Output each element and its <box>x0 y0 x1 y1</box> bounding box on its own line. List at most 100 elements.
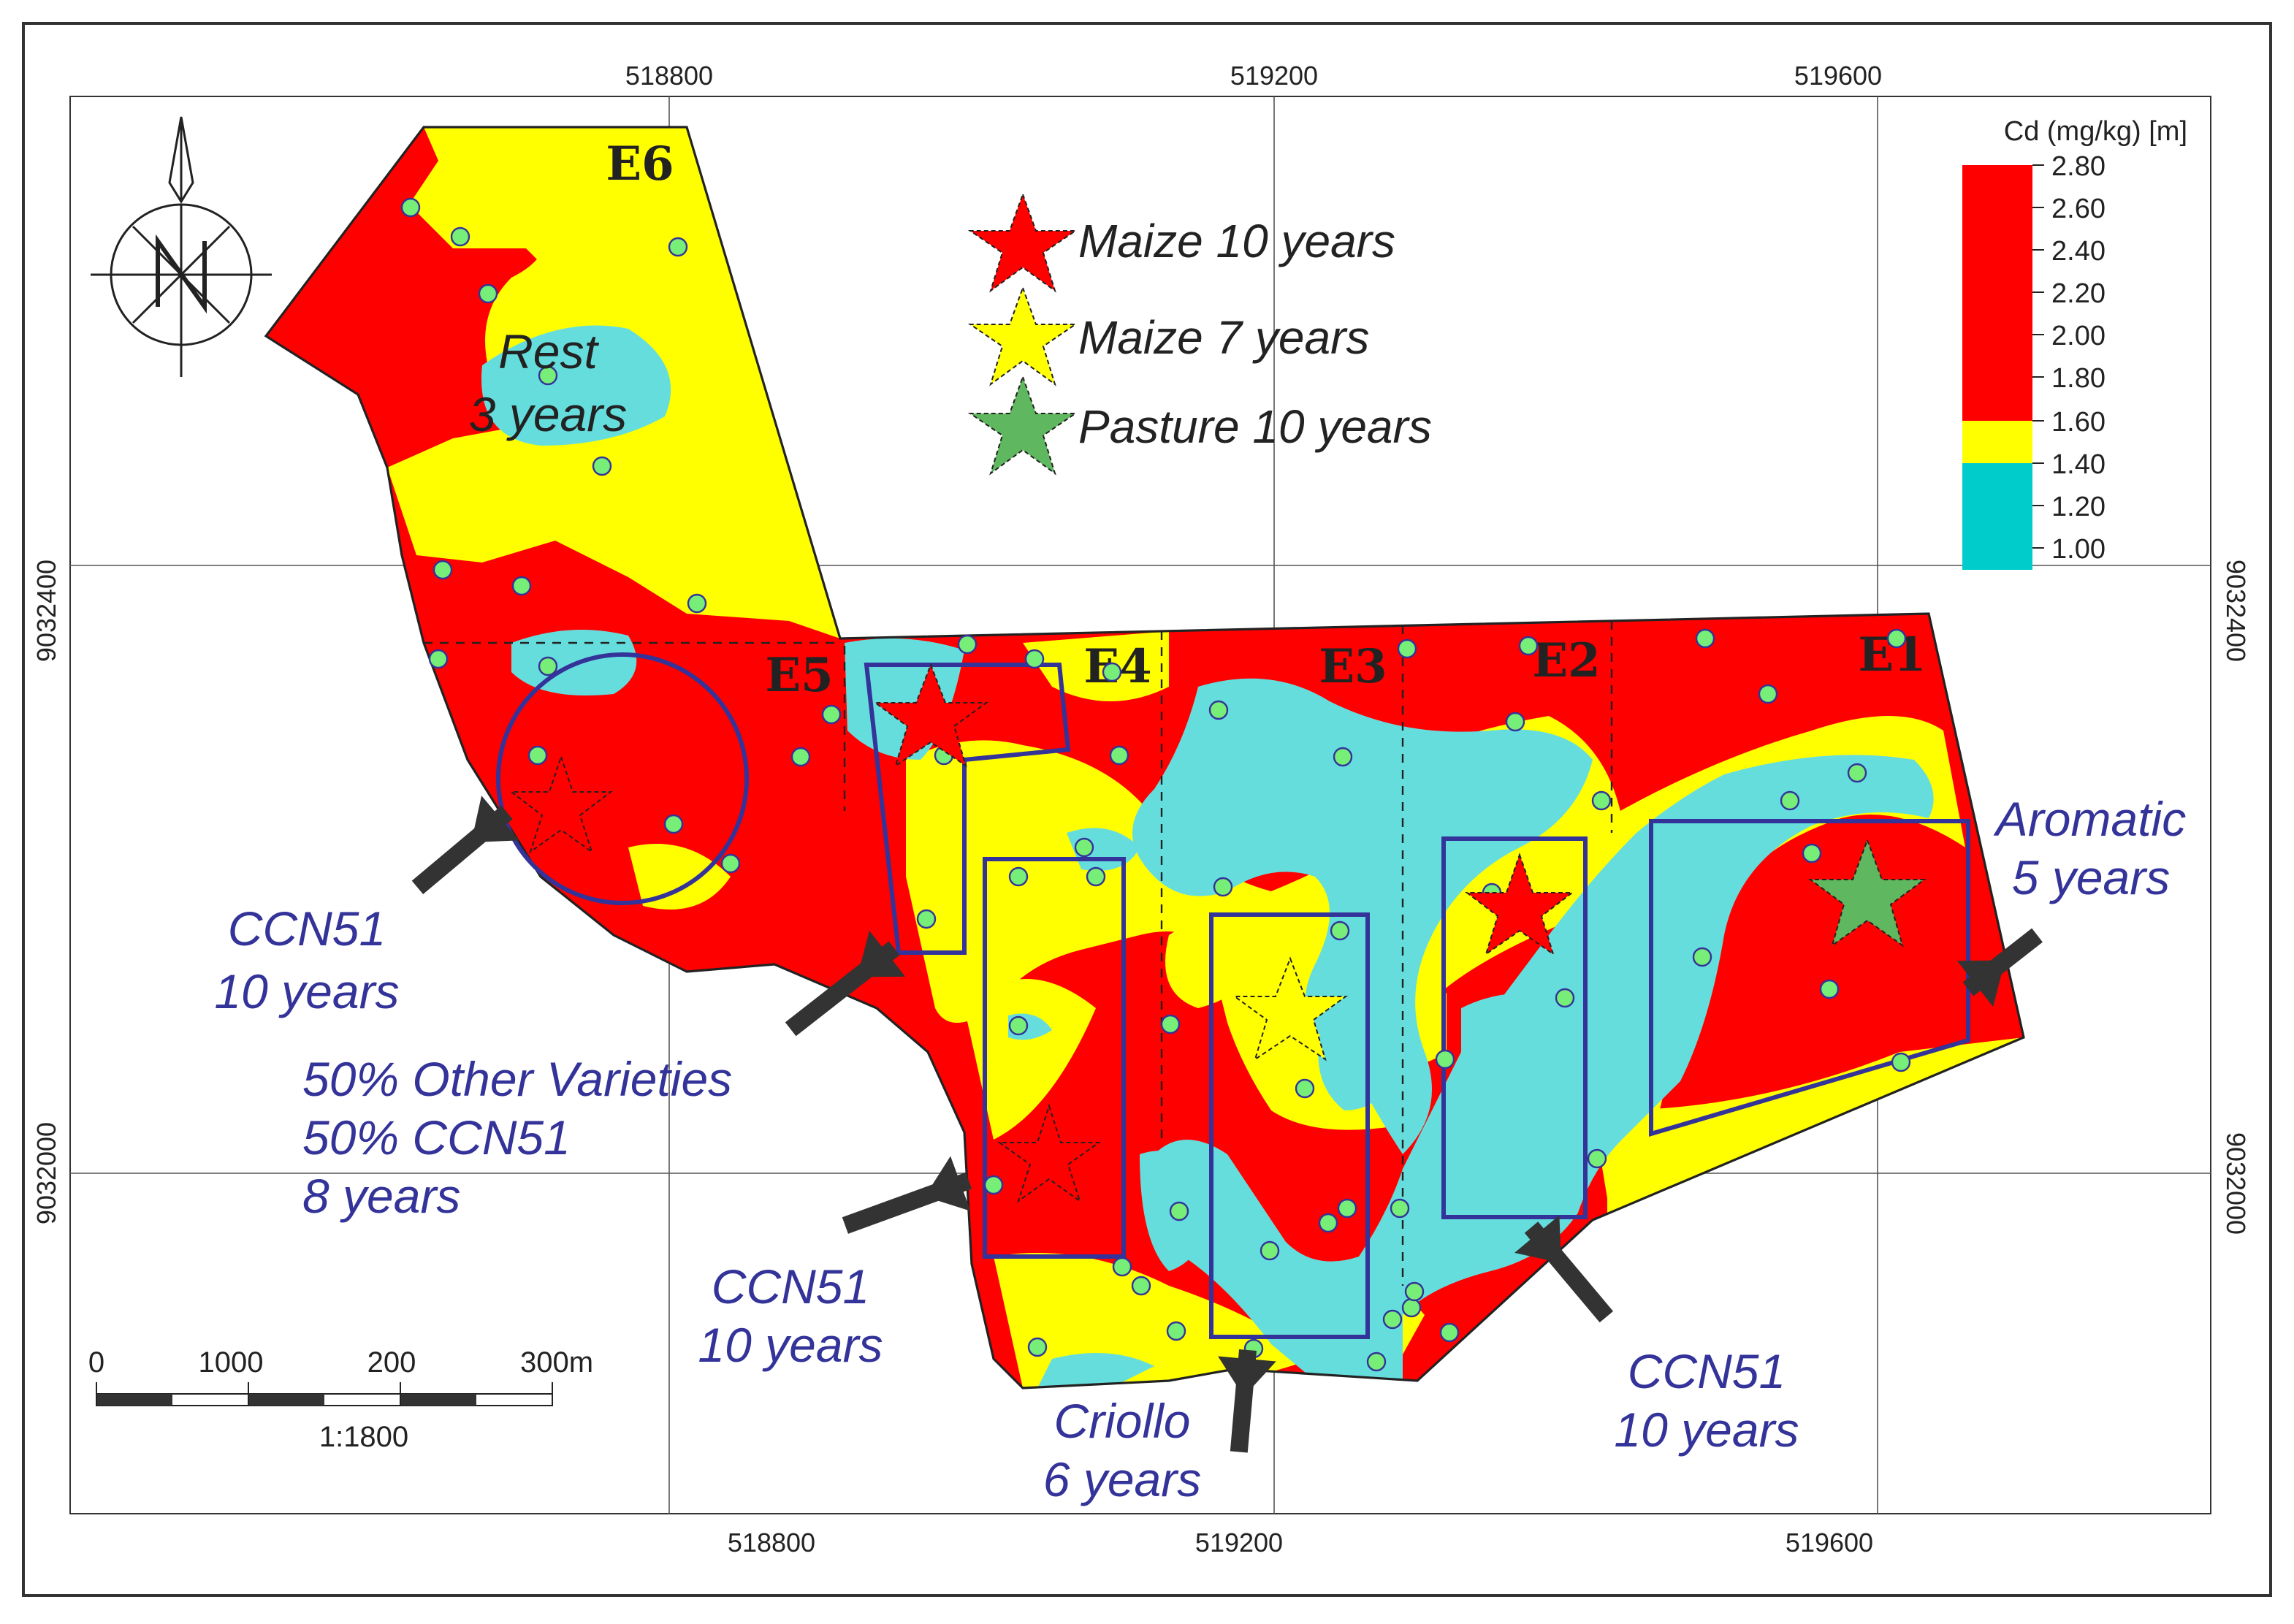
annotation-mix-line2: 50% CCN51 <box>302 1110 571 1164</box>
legend-star-pasture-10 <box>967 375 1078 476</box>
grid-label-x-bottom-3: 519600 <box>1786 1528 1873 1558</box>
sample-point <box>1886 628 1907 649</box>
sample-point <box>790 747 811 767</box>
sample-point <box>1131 1276 1151 1296</box>
legend-label-maize-10: Maize 10 years <box>1078 215 1395 267</box>
arrow-icon <box>411 796 519 895</box>
annotation-aromatic-line1: Aromatic <box>1993 792 2186 846</box>
annotation-ccn51-e2-line1: CCN51 <box>1628 1344 1786 1398</box>
annotation-arrows <box>411 796 2043 1453</box>
color-legend-tick: 1.40 <box>2051 449 2106 480</box>
annotation-ccn51-e2-line2: 10 years <box>1614 1403 1799 1457</box>
sample-point <box>687 593 707 614</box>
annotation-mix-line3: 8 years <box>302 1169 460 1223</box>
sample-point <box>1847 763 1867 783</box>
color-legend-tick: 2.60 <box>2051 194 2106 224</box>
grid-label-y-left-2: 9032000 <box>31 1122 61 1224</box>
plot-outlines <box>496 652 1970 1339</box>
outer-frame <box>22 22 2272 1597</box>
annotation-ccn51-e5-line1: CCN51 <box>228 901 386 956</box>
sample-point <box>1166 1321 1186 1341</box>
sample-point <box>478 283 498 304</box>
sample-point <box>821 704 842 725</box>
sample-point <box>1435 1049 1455 1070</box>
sample-point <box>916 909 937 929</box>
maize-10-star-e4-plot <box>997 1103 1102 1203</box>
sample-point <box>1318 1213 1338 1233</box>
sample-point <box>1213 877 1233 897</box>
sample-point <box>1382 1309 1403 1330</box>
sample-point <box>1591 790 1612 811</box>
sample-point <box>1027 1337 1048 1357</box>
north-arrow-icon <box>91 116 272 377</box>
color-legend-mid <box>1962 421 2032 463</box>
color-legend-tick: 1.60 <box>2051 407 2106 438</box>
sample-point <box>1260 1240 1280 1261</box>
sample-point <box>1024 649 1045 669</box>
zone-separators <box>424 621 1613 1286</box>
scale-ratio: 1:1800 <box>319 1421 408 1453</box>
annotation-criollo-line2: 6 years <box>1043 1452 1201 1506</box>
legend-star-maize-7 <box>967 286 1078 386</box>
arrow-icon <box>1514 1215 1614 1323</box>
sample-point <box>1695 628 1715 649</box>
sample-point <box>1295 1078 1315 1099</box>
legend-label-pasture-10: Pasture 10 years <box>1078 400 1432 453</box>
grid-label-y-right-1: 9032400 <box>2221 560 2251 662</box>
arrow-icon <box>785 930 906 1037</box>
color-legend-tick: 2.80 <box>2051 151 2106 182</box>
annotation-mix-line1: 50% Other Varieties <box>302 1052 732 1106</box>
annotation-ccn51-e4-line1: CCN51 <box>712 1259 869 1314</box>
zone-label-e6: E6 <box>606 137 674 191</box>
plot-annotations: CCN51 10 years 50% Other Varieties 50% C… <box>214 792 2186 1506</box>
grid-label-x-top-2: 519200 <box>1230 61 1318 91</box>
map-stars <box>509 663 1927 1203</box>
sample-point <box>527 745 548 766</box>
scale-label-200: 200 <box>367 1346 416 1379</box>
sample-point <box>1102 662 1122 682</box>
sample-point <box>1366 1352 1387 1372</box>
annotation-ccn51-e5-line2: 10 years <box>214 964 399 1018</box>
plot-e5-circle <box>496 652 749 905</box>
grid-label-x-bottom-2: 519200 <box>1195 1528 1283 1558</box>
plot-e3-criollo <box>1209 912 1370 1339</box>
annotation-ccn51-e4-line2: 10 years <box>698 1318 883 1372</box>
sample-point <box>1169 1201 1189 1221</box>
sample-point <box>592 456 612 476</box>
sample-point <box>538 656 558 676</box>
sample-point <box>720 853 741 874</box>
grid-label-x-top-3: 519600 <box>1794 61 1882 91</box>
sample-point <box>957 634 978 655</box>
plot-e4-ccn51 <box>983 857 1126 1259</box>
sample-point <box>432 560 453 580</box>
sample-point <box>668 237 688 257</box>
sample-point <box>663 814 684 834</box>
color-legend-tick: 1.00 <box>2051 534 2106 565</box>
maize-10-star-e5 <box>509 754 613 854</box>
color-legend-title: Cd (mg/kg) [m] <box>2004 116 2187 147</box>
sample-point <box>1819 979 1840 999</box>
color-legend-tick: 2.20 <box>2051 278 2106 309</box>
annotation-rest-line1: Rest <box>498 324 599 378</box>
scale-label-0: 0 <box>88 1346 104 1379</box>
scale-label-1000: 1000 <box>199 1346 264 1379</box>
color-legend: Cd (mg/kg) [m] 2.80 2.60 2.40 2.20 2.00 … <box>1962 116 2187 570</box>
annotation-rest-line2: 3 years <box>469 387 627 441</box>
plot-e1-aromatic <box>1649 819 1970 1137</box>
sample-point <box>1505 712 1525 732</box>
sample-point <box>538 365 558 386</box>
maize-10-star-e4 <box>872 663 989 768</box>
annotation-criollo-line1: Criollo <box>1053 1394 1190 1448</box>
annotation-aromatic-line2: 5 years <box>2012 850 2170 904</box>
plot-e2-ccn51 <box>1441 836 1588 1219</box>
sample-point <box>1160 1014 1181 1034</box>
grid-label-x-bottom-1: 518800 <box>728 1528 815 1558</box>
sample-point <box>1208 700 1229 720</box>
sample-point <box>1333 747 1353 767</box>
arrow-icon <box>1218 1349 1276 1453</box>
sample-point <box>1758 684 1778 704</box>
sample-point <box>1802 843 1822 864</box>
sample-point <box>1587 1148 1607 1169</box>
sample-point <box>1555 988 1575 1008</box>
